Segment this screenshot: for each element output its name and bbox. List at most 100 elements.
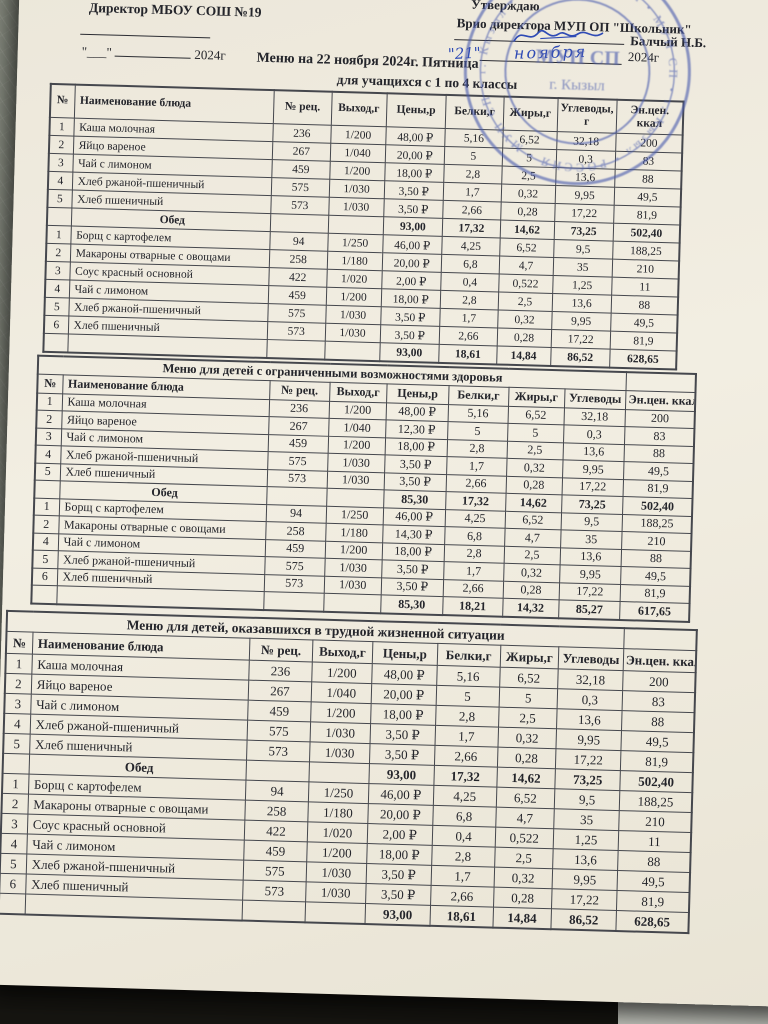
table-cell: 14,30 ₽ <box>382 524 445 545</box>
column-header: Цены,р <box>386 383 449 405</box>
table-cell: 49,5 <box>610 313 678 333</box>
table-cell: 2,5 <box>503 545 561 565</box>
table-cell: 3,50 ₽ <box>384 454 447 475</box>
table-cell: 2,00 ₽ <box>367 823 433 846</box>
table-cell: 258 <box>265 521 326 541</box>
table-cell: 85,30 <box>380 594 443 615</box>
table-cell: 5 <box>444 146 503 167</box>
table-cell: 9,95 <box>552 868 618 891</box>
table-cell: 86,52 <box>551 908 617 932</box>
table-cell: 1/200 <box>327 435 386 455</box>
column-header: Эн.цен. ккал <box>623 648 697 673</box>
table-cell: 1 <box>2 773 29 795</box>
table-cell: 573 <box>267 321 326 342</box>
table-cell: 573 <box>264 574 325 594</box>
column-header: № рец. <box>273 90 332 126</box>
table-cell: 1 <box>46 225 71 245</box>
table-cell: 2 <box>45 243 71 263</box>
table-cell: 81,9 <box>620 750 694 773</box>
table-cell <box>246 760 310 782</box>
table-cell: 200 <box>622 670 696 693</box>
table-cell: 1/040 <box>328 418 386 438</box>
table-cell: 18,00 ₽ <box>384 162 445 183</box>
table-cell: 2,66 <box>430 885 494 908</box>
table-cell: 11 <box>618 830 692 853</box>
table-cell: 88 <box>621 549 692 569</box>
table-cell: 6,8 <box>432 805 496 828</box>
table-cell: 20,00 ₽ <box>384 144 445 165</box>
table-cell: 2,66 <box>442 579 504 599</box>
table-cell: 14,84 <box>492 907 552 930</box>
table-cell <box>324 341 380 362</box>
table-cell: 2,66 <box>434 745 498 768</box>
table-cell: 1,7 <box>434 725 499 748</box>
table-cell: 3,50 ₽ <box>369 723 436 746</box>
table-cell: 188,25 <box>612 241 680 262</box>
table-cell: 0,32 <box>506 458 563 478</box>
table-cell: 17,22 <box>558 582 621 602</box>
table-cell: 48,00 ₽ <box>371 663 437 686</box>
table-cell: 0,28 <box>505 475 563 495</box>
table-cell: 6,8 <box>444 526 505 546</box>
table-cell: 1/040 <box>311 681 372 704</box>
column-header: № <box>37 373 63 394</box>
table-cell: 9,5 <box>553 239 614 260</box>
table-cell: 81,9 <box>616 890 690 913</box>
table-cell: 0,4 <box>440 272 499 292</box>
table-cell: 2,5 <box>497 291 553 312</box>
table-cell: 3,50 ₽ <box>366 863 432 886</box>
table-cell: 20,00 ₽ <box>371 683 437 706</box>
table-cell: 0,32 <box>497 727 557 749</box>
table-cell <box>326 488 385 508</box>
table-cell: 5 <box>47 189 72 209</box>
table-cell: 48,00 ₽ <box>385 126 446 147</box>
table-cell: 5 <box>507 423 564 443</box>
table-cell: 1 <box>36 392 63 411</box>
table-cell: 0,3 <box>563 424 626 445</box>
table-cell: 18,21 <box>442 596 503 617</box>
table-cell: 13,6 <box>562 442 625 462</box>
table-cell: 0,3 <box>557 688 623 711</box>
table-cell: 5 <box>435 685 500 708</box>
table-cell: 502,40 <box>619 770 693 793</box>
table-cell: 5 <box>0 853 27 875</box>
table-cell: 3,50 ₽ <box>384 472 447 492</box>
table-cell: 83 <box>622 690 696 713</box>
table-cell: 81,9 <box>613 205 681 226</box>
table-cell: 1/180 <box>325 523 384 543</box>
table-cell: 1/030 <box>328 197 384 217</box>
table-cell: 94 <box>245 780 309 802</box>
table-cell: 1/030 <box>326 470 385 490</box>
table-cell: 9,95 <box>559 564 622 585</box>
table-cell: 93,00 <box>379 342 440 363</box>
table-cell: 1 <box>33 497 60 516</box>
column-header: Жиры,г <box>499 645 559 669</box>
table-cell: 14,62 <box>499 220 555 240</box>
table-cell: 35 <box>560 529 623 550</box>
table-cell: 1/030 <box>309 721 371 744</box>
table-cell: 2,5 <box>498 707 558 729</box>
table-cell <box>0 893 26 915</box>
table-cell: 1/200 <box>324 540 383 560</box>
table-cell: 459 <box>271 159 330 180</box>
table-cell: 1,7 <box>430 865 495 888</box>
table-cell: 2 <box>33 515 59 534</box>
table-cell: 1/180 <box>326 251 383 271</box>
table-cell: 4,7 <box>495 807 555 829</box>
table-cell: 1/020 <box>326 269 382 289</box>
table-cell: 459 <box>267 434 329 454</box>
table-cell: 93,00 <box>382 216 443 237</box>
table-cell <box>31 585 57 604</box>
table-cell: 49,5 <box>623 461 694 481</box>
column-header: Углеводы <box>558 646 624 671</box>
table-cell <box>43 333 68 353</box>
table-cell: 13,6 <box>555 167 616 188</box>
table-cell: 1 <box>49 117 74 137</box>
table-cell: 2,8 <box>440 290 499 310</box>
table-cell: 4,25 <box>444 509 506 529</box>
table-cell: 85,30 <box>383 489 446 510</box>
table-cell: 1/200 <box>306 841 368 864</box>
table-cell: 0,28 <box>502 580 560 600</box>
table-cell: 3,50 ₽ <box>369 743 435 766</box>
